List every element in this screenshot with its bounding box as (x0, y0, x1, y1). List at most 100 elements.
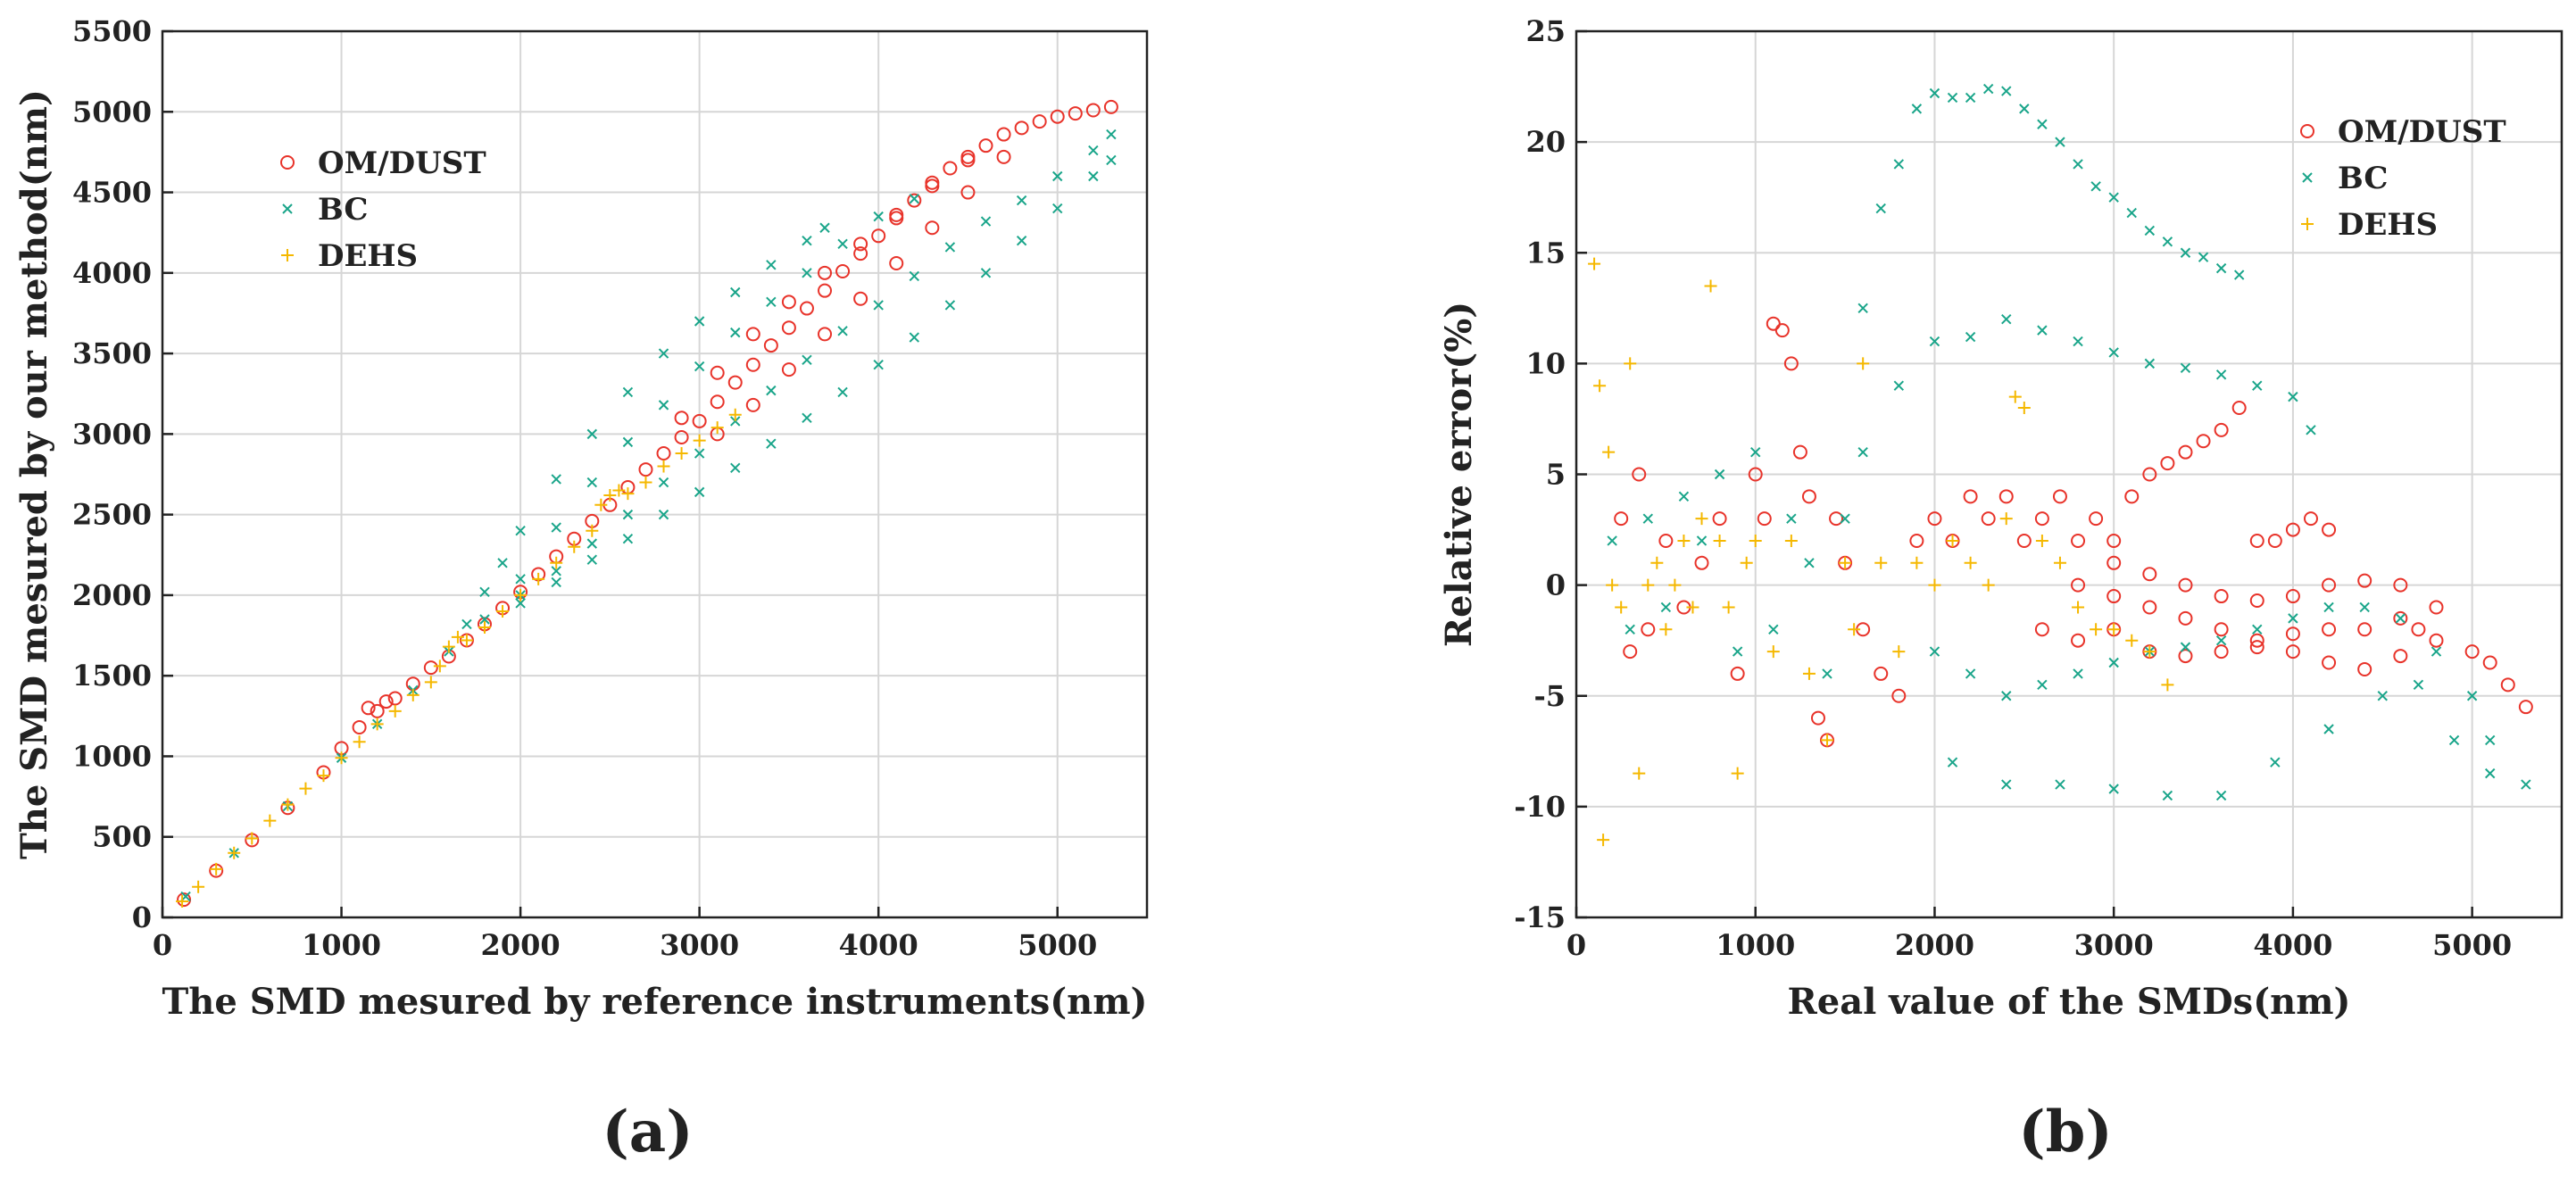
chart-b-point-om-dust (1766, 316, 1781, 331)
chart-a-xtick-label: 2000 (481, 928, 561, 962)
chart-b-point-bc (2377, 691, 2388, 701)
chart-b-xtick-label: 2000 (1895, 928, 1974, 962)
chart-a-point-om-dust (387, 691, 403, 706)
chart-b-point-dehs (2090, 623, 2103, 636)
chart-a-point-om-dust (925, 220, 940, 236)
chart-a-xtick-label: 0 (153, 928, 172, 962)
chart-b-point-bc (1678, 491, 1690, 502)
chart-a-ylabel: The SMD mesured by our method(nm) (13, 89, 55, 859)
chart-a-point-om-dust (1068, 106, 1083, 121)
chart-b-point-dehs (1597, 834, 1610, 847)
chart-b-point-dehs (1910, 556, 1924, 569)
chart-b-point-bc (2108, 784, 2119, 794)
chart-b-point-dehs (1731, 767, 1744, 780)
chart-a-point-om-dust (656, 446, 671, 461)
chart-b-point-om-dust (2160, 456, 2175, 471)
chart-b-point-bc (2037, 325, 2048, 336)
chart-b-point-bc (1929, 646, 1940, 657)
chart-a-point-bc (766, 438, 777, 449)
chart-a-point-bc (479, 586, 490, 598)
chart-a-point-bc (586, 477, 598, 488)
chart-a-point-dehs (299, 782, 312, 795)
chart-b-point-dehs (2053, 556, 2066, 569)
chart-b-point-dehs (1857, 357, 1870, 370)
chart-b-point-om-dust (2231, 401, 2247, 416)
chart-b-point-bc (2215, 262, 2227, 274)
chart-a-point-dehs (586, 524, 599, 537)
chart-b-point-bc (2180, 247, 2191, 258)
chart-b-point-om-dust (2071, 533, 2086, 548)
chart-b-xlabel: Real value of the SMDs(nm) (1788, 981, 2351, 1023)
chart-b-point-dehs (1982, 578, 1995, 592)
chart-a-point-bc (980, 268, 992, 278)
chart-b-point-om-dust (2482, 655, 2497, 670)
chart-a-point-bc (694, 486, 705, 498)
chart-b-point-om-dust (2249, 633, 2264, 648)
chart-a-frame (161, 29, 1149, 919)
chart-b-point-bc (1965, 668, 1976, 679)
chart-b-ytick-label: -15 (1514, 900, 1566, 934)
chart-b-point-dehs (1615, 601, 1628, 614)
chart-a-point-bc (622, 386, 634, 398)
chart-b-point-om-dust (1774, 323, 1790, 338)
chart-b-point-bc (2288, 391, 2298, 402)
chart-a-point-dehs (514, 588, 528, 601)
chart-a-point-om-dust (818, 283, 833, 298)
chart-b-point-om-dust (2303, 511, 2318, 527)
chart-a-point-bc (515, 574, 526, 585)
chart-b-point-bc (2215, 635, 2227, 646)
chart-b-point-om-dust (2214, 644, 2229, 660)
chart-a-point-dehs (433, 660, 446, 673)
chart-a-point-bc (802, 268, 812, 278)
chart-b-point-om-dust (2249, 640, 2264, 655)
chart-a-point-bc (730, 286, 741, 298)
chart-b-point-bc (2198, 252, 2209, 262)
chart-a-point-bc (551, 474, 561, 485)
chart-a-point-om-dust (925, 178, 940, 194)
chart-b-point-bc (2448, 734, 2460, 746)
chart-b-point-om-dust (1632, 467, 1647, 482)
chart-b-point-dehs (1633, 767, 1646, 780)
chart-a-point-bc (873, 300, 884, 311)
chart-a-point-bc (909, 194, 919, 204)
chart-b-point-bc (1786, 513, 1797, 524)
chart-b-point-om-dust (1829, 511, 1844, 527)
chart-b-point-om-dust (2214, 622, 2229, 637)
chart-b-point-bc (2037, 119, 2048, 129)
chart-a-legend-marker-om-dust (280, 155, 295, 170)
chart-a-points (176, 99, 1118, 908)
chart-b-point-dehs (1659, 623, 1673, 636)
chart-a-legend-label-dehs: DEHS (318, 238, 418, 274)
chart-a-point-dehs (353, 735, 366, 749)
chart-b-point-om-dust (2249, 533, 2264, 548)
chart-a-ytick-label: 3000 (72, 417, 152, 451)
chart-a-point-om-dust (763, 338, 778, 353)
chart-b-grid (1575, 30, 2562, 918)
chart-a-point-bc (694, 448, 705, 459)
chart-b-point-bc (2180, 642, 2191, 652)
chart-a-point-om-dust (835, 264, 851, 279)
chart-a-point-bc (694, 361, 705, 372)
chart-b-point-dehs (1606, 578, 1619, 592)
chart-a-grid (162, 30, 1147, 918)
chart-a-point-dehs (451, 630, 464, 643)
chart-a-ytick-label: 2500 (72, 498, 152, 532)
chart-b-point-om-dust (2196, 434, 2211, 449)
chart-a-point-bc (515, 525, 526, 536)
chart-b-point-dehs (1588, 257, 1601, 270)
chart-b-point-om-dust (2071, 633, 2086, 648)
chart-a-point-bc (909, 332, 919, 343)
chart-b-point-bc (2001, 86, 2012, 96)
chart-a-point-dehs (603, 488, 617, 502)
chart-b-point-dehs (1874, 556, 1888, 569)
chart-b-point-bc (1660, 601, 1672, 613)
chart-a-point-bc (1088, 170, 1099, 182)
chart-a-point-om-dust (1050, 109, 1065, 124)
chart-b-point-bc (1804, 558, 1815, 568)
chart-a-point-bc (730, 462, 741, 473)
chart-a-point-om-dust (727, 375, 743, 390)
chart-b-point-om-dust (2285, 522, 2300, 537)
chart-b-point-bc (2108, 657, 2119, 668)
chart-b-point-dehs (1624, 357, 1637, 370)
chart-a-point-bc (622, 509, 634, 520)
